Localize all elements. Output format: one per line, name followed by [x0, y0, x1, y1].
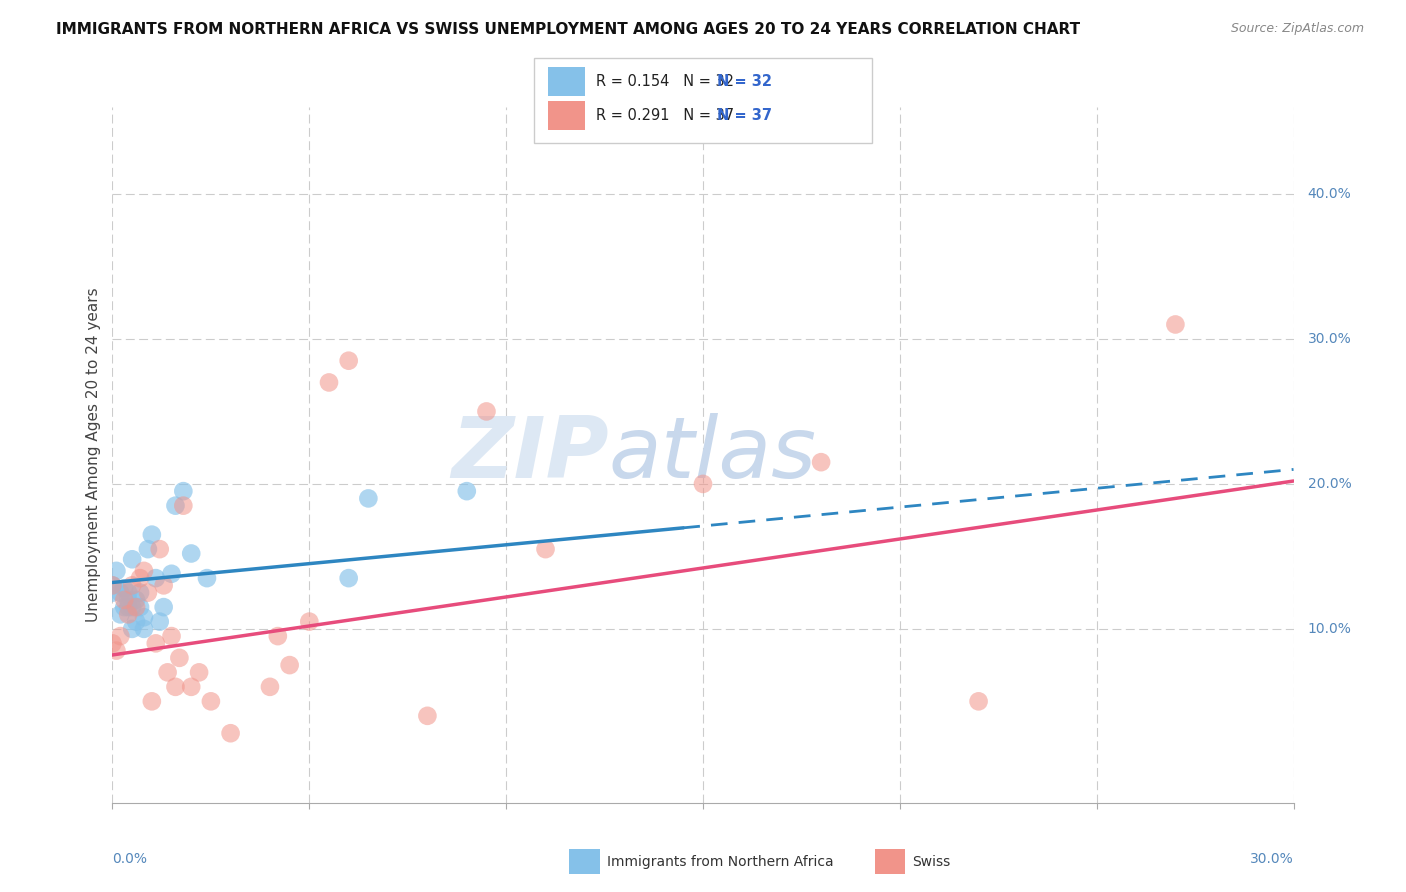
Point [110, 607, 132, 622]
Point [132, 564, 155, 578]
Text: R = 0.291   N = 37: R = 0.291 N = 37 [596, 108, 734, 123]
Point [121, 552, 143, 566]
Point [117, 600, 139, 615]
Point [121, 578, 143, 592]
Text: N = 32: N = 32 [717, 74, 772, 89]
Point [165, 499, 187, 513]
Point [101, 585, 124, 599]
Point [337, 353, 360, 368]
Point [141, 527, 163, 541]
Text: 20.0%: 20.0% [1308, 477, 1351, 491]
Point [121, 622, 143, 636]
Point [475, 404, 498, 418]
Text: ZIP: ZIP [451, 413, 609, 497]
Point [156, 665, 179, 680]
Text: Source: ZipAtlas.com: Source: ZipAtlas.com [1230, 22, 1364, 36]
Point [318, 376, 340, 390]
Point [278, 658, 301, 673]
Point [152, 578, 174, 592]
Point [136, 585, 159, 599]
Point [125, 615, 148, 629]
Point [160, 566, 183, 581]
Point [357, 491, 380, 506]
Text: 10.0%: 10.0% [1308, 622, 1351, 636]
Point [121, 600, 143, 615]
Point [129, 585, 152, 599]
Point [337, 571, 360, 585]
Text: N = 37: N = 37 [717, 108, 772, 123]
Point [188, 665, 211, 680]
Text: 40.0%: 40.0% [1308, 187, 1351, 201]
Point [105, 564, 128, 578]
Point [110, 585, 132, 599]
Point [110, 629, 132, 643]
Text: atlas: atlas [609, 413, 817, 497]
Point [117, 607, 139, 622]
Point [125, 600, 148, 615]
Text: IMMIGRANTS FROM NORTHERN AFRICA VS SWISS UNEMPLOYMENT AMONG AGES 20 TO 24 YEARS : IMMIGRANTS FROM NORTHERN AFRICA VS SWISS… [56, 22, 1080, 37]
Point [180, 546, 202, 561]
Point [125, 592, 148, 607]
Point [149, 542, 172, 557]
Point [172, 484, 194, 499]
Point [219, 726, 242, 740]
Text: 30.0%: 30.0% [1250, 852, 1294, 865]
Point [456, 484, 478, 499]
Point [101, 636, 124, 650]
Point [267, 629, 290, 643]
Point [112, 592, 135, 607]
Point [200, 694, 222, 708]
Point [141, 694, 163, 708]
Point [165, 680, 187, 694]
Point [534, 542, 557, 557]
Point [129, 600, 152, 615]
Point [136, 542, 159, 557]
Point [117, 585, 139, 599]
Point [101, 578, 124, 592]
Point [132, 622, 155, 636]
Text: Immigrants from Northern Africa: Immigrants from Northern Africa [607, 855, 834, 869]
Point [416, 708, 439, 723]
Point [160, 629, 183, 643]
Point [169, 651, 191, 665]
Text: 30.0%: 30.0% [1308, 332, 1351, 346]
Point [145, 636, 167, 650]
Point [145, 571, 167, 585]
Point [117, 592, 139, 607]
Text: R = 0.154   N = 32: R = 0.154 N = 32 [596, 74, 734, 89]
Text: Swiss: Swiss [912, 855, 950, 869]
Point [195, 571, 218, 585]
Y-axis label: Unemployment Among Ages 20 to 24 years: Unemployment Among Ages 20 to 24 years [86, 287, 101, 623]
Text: 0.0%: 0.0% [112, 852, 148, 865]
Point [132, 610, 155, 624]
Point [180, 680, 202, 694]
Point [1164, 318, 1187, 332]
Point [149, 615, 172, 629]
Point [810, 455, 832, 469]
Point [967, 694, 990, 708]
Point [298, 615, 321, 629]
Point [259, 680, 281, 694]
Point [172, 499, 194, 513]
Point [105, 643, 128, 657]
Point [101, 578, 124, 592]
Point [692, 476, 714, 491]
Point [129, 571, 152, 585]
Point [112, 600, 135, 615]
Point [112, 582, 135, 596]
Point [152, 600, 174, 615]
